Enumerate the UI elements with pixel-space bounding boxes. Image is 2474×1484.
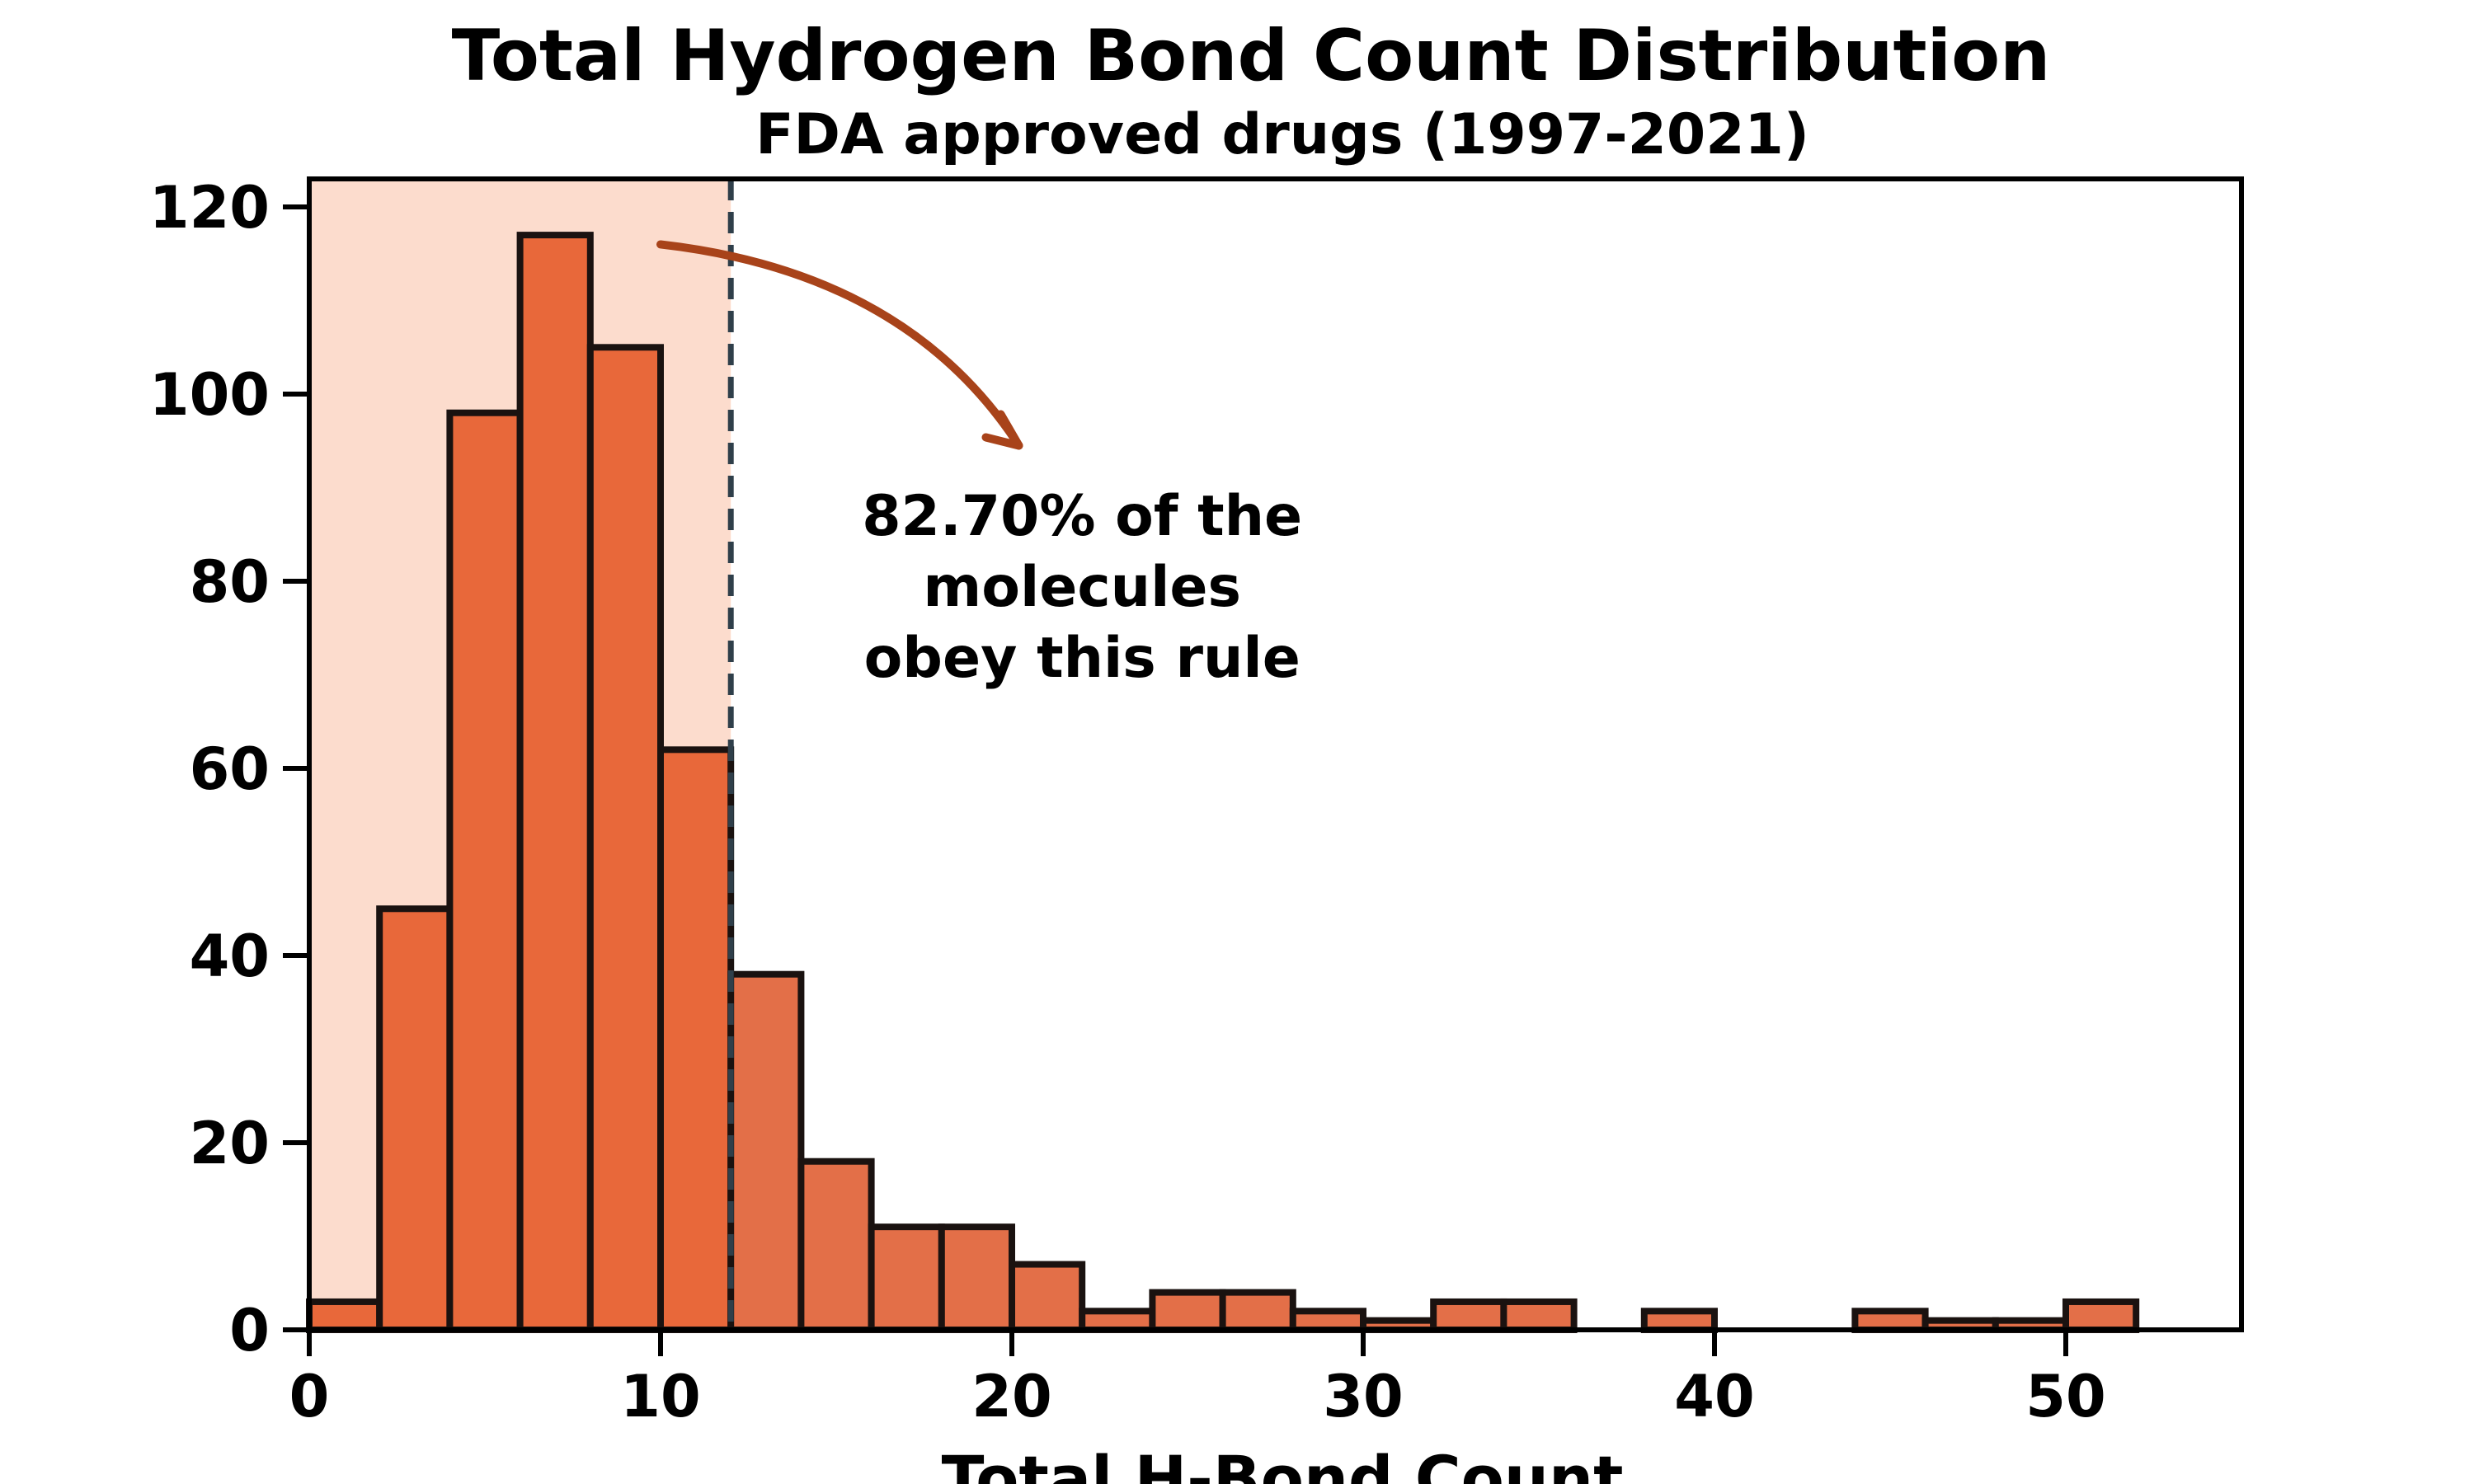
chart-subtitle: FDA approved drugs (1997-2021)	[755, 102, 1809, 167]
x-tick-label: 30	[1323, 1363, 1403, 1430]
x-tick-label: 20	[971, 1363, 1051, 1430]
annotation-text-line: 82.70% of the	[862, 484, 1302, 549]
x-axis-label: Total H-Bond Count	[942, 1442, 1624, 1484]
histogram-bar-11	[1079, 1308, 1156, 1333]
histogram-bar-12	[1149, 1289, 1226, 1334]
x-tick-label: 50	[2025, 1363, 2105, 1430]
y-tick-label: 20	[190, 1110, 270, 1177]
histogram-bar-10	[1009, 1261, 1086, 1334]
y-tick-label: 0	[229, 1297, 270, 1364]
y-tick-label: 40	[190, 923, 270, 990]
annotation-text-line: obey this rule	[864, 626, 1300, 691]
histogram-bar-6	[727, 970, 805, 1333]
x-tick-label: 40	[1674, 1363, 1754, 1430]
histogram-bar-8	[868, 1223, 945, 1333]
histogram-bar-1	[376, 905, 454, 1334]
plot-frame	[307, 176, 2244, 1332]
histogram-bar-7	[797, 1158, 875, 1333]
annotation-text-line: molecules	[923, 555, 1241, 620]
histogram-bar-16	[1430, 1298, 1507, 1333]
histogram-bar-0	[306, 1298, 383, 1333]
histogram-bar-14	[1289, 1308, 1367, 1333]
y-tick-label: 100	[149, 361, 270, 429]
histogram-bar-25	[2062, 1298, 2140, 1333]
histogram-bar-5	[657, 746, 735, 1333]
y-tick-label: 60	[190, 735, 270, 803]
plot-area: 0 10 20 30 40 50 0 20 40 60 80 100 120 82.70% of them…	[149, 174, 2244, 1430]
histogram-bar-2	[446, 409, 524, 1333]
y-tick-label: 120	[149, 174, 270, 242]
histogram-bar-13	[1219, 1289, 1296, 1334]
histogram-bar-3	[516, 232, 594, 1334]
histogram-bar-9	[938, 1223, 1016, 1333]
annotation-arrow	[656, 240, 1023, 450]
histogram-bar-22	[1851, 1308, 1929, 1333]
x-tick-label: 10	[620, 1363, 700, 1430]
annotation-arrowhead	[981, 410, 1023, 450]
histogram-bar-4	[586, 344, 664, 1333]
y-tick-label: 80	[190, 548, 270, 616]
chart-title: Total Hydrogen Bond Count Distribution	[452, 15, 2051, 97]
x-tick-label: 0	[289, 1363, 330, 1430]
histogram-bar-17	[1500, 1298, 1578, 1333]
histogram-bar-19	[1640, 1308, 1719, 1333]
